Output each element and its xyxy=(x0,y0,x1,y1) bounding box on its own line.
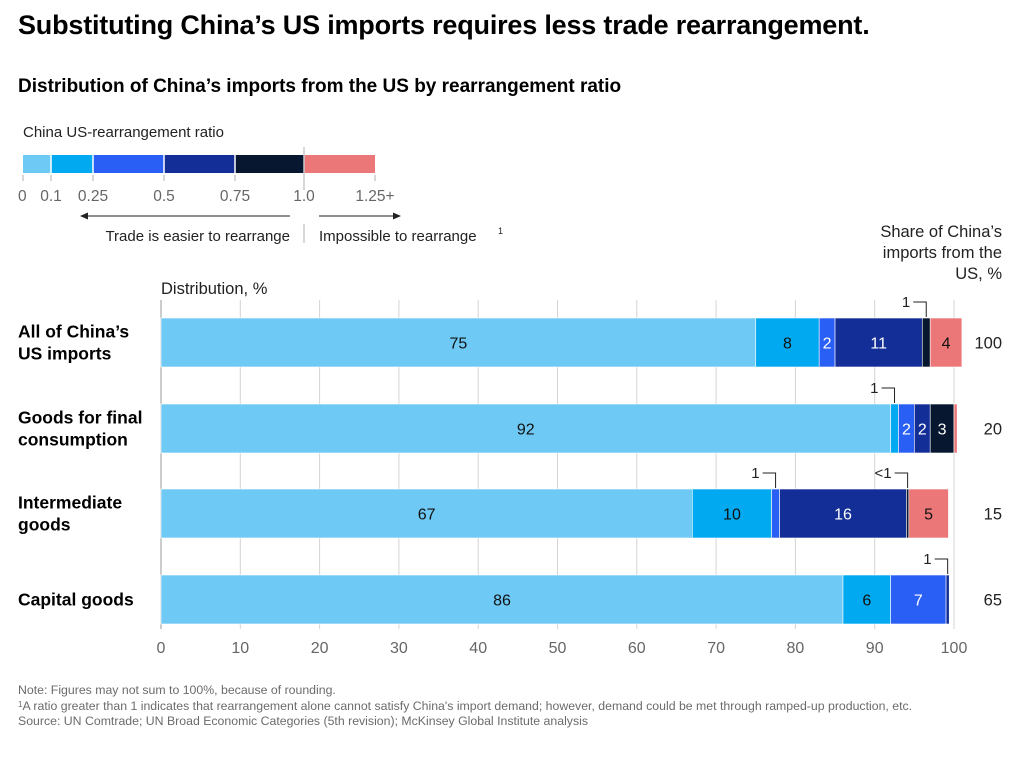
callout-line-3-0 xyxy=(934,558,949,574)
bar-segment-0-0 xyxy=(160,317,757,368)
bar-label-0-5: 4 xyxy=(942,336,951,353)
x-tick-label-2: 20 xyxy=(311,640,329,657)
legend-arrow-right-label: Impossible to rearrange xyxy=(319,228,477,245)
bar-segment-3-3 xyxy=(945,574,950,625)
callout-label-2-0: 1 xyxy=(751,465,759,482)
bar-label-2-5: 5 xyxy=(924,507,933,524)
chart-subtitle: Distribution of China’s imports from the… xyxy=(18,76,622,97)
x-tick-label-0: 0 xyxy=(157,640,166,657)
bar-segment-1-5 xyxy=(953,403,958,454)
bar-label-3-0: 86 xyxy=(493,593,511,610)
x-tick-label-1: 10 xyxy=(231,640,249,657)
bar-label-1-4: 3 xyxy=(938,422,947,439)
legend-swatch-4 xyxy=(235,155,304,173)
note-rounding: Note: Figures may not sum to 100%, becau… xyxy=(18,683,336,697)
bar-label-0-1: 8 xyxy=(783,336,792,353)
bar-segment-3-0 xyxy=(160,574,844,625)
callout-line-0-0 xyxy=(913,301,927,317)
legend-swatch-1 xyxy=(51,155,93,173)
bar-segment-3-2 xyxy=(890,574,947,625)
category-label-1-0: Goods for final xyxy=(18,408,142,428)
bar-segment-2-0 xyxy=(160,488,693,539)
bar-segment-0-3 xyxy=(834,317,923,368)
bar-label-2-0: 67 xyxy=(418,507,436,524)
legend-swatch-0 xyxy=(23,155,51,173)
bar-segment-2-3 xyxy=(779,488,907,539)
note-source: Source: UN Comtrade; UN Broad Economic C… xyxy=(18,714,588,728)
bar-segment-3-1 xyxy=(842,574,891,625)
category-label-2-0: Intermediate xyxy=(18,493,122,513)
x-tick-label-4: 40 xyxy=(469,640,487,657)
x-tick-label-3: 30 xyxy=(390,640,408,657)
callout-line-2-0 xyxy=(762,472,777,488)
x-tick-label-5: 50 xyxy=(549,640,567,657)
legend-tick-label-5: 1.0 xyxy=(293,188,315,205)
x-axis-label: Distribution, % xyxy=(161,280,268,298)
bar-segment-0-1 xyxy=(755,317,820,368)
x-tick-label-7: 70 xyxy=(707,640,725,657)
legend-tick-label-3: 0.5 xyxy=(153,188,175,205)
callout-label-0-0: 1 xyxy=(902,294,910,311)
category-label-0-1: US imports xyxy=(18,344,112,364)
category-label-2-1: goods xyxy=(18,515,71,535)
bar-segment-2-5 xyxy=(908,488,949,539)
bar-label-0-3: 11 xyxy=(870,336,887,353)
callout-line-2-1 xyxy=(894,472,909,488)
x-tick-label-8: 80 xyxy=(787,640,805,657)
legend-arrow-left-head xyxy=(80,212,88,220)
legend-arrow-left-label: Trade is easier to rearrange xyxy=(105,228,290,245)
bar-segment-2-4 xyxy=(906,488,910,539)
legend-title: China US-rearrangement ratio xyxy=(23,124,224,141)
legend-swatch-3 xyxy=(164,155,235,173)
share-header-line-1: imports from the xyxy=(883,244,1002,262)
chart-title: Substituting China’s US imports requires… xyxy=(18,10,870,40)
category-label-1-1: consumption xyxy=(18,430,128,450)
legend-tick-label-2: 0.25 xyxy=(78,188,108,205)
callout-label-1-0: 1 xyxy=(870,380,878,397)
legend-swatch-2 xyxy=(93,155,164,173)
legend-arrow-right-footnote: 1 xyxy=(498,226,503,236)
legend-swatch-5 xyxy=(304,155,375,173)
note-footnote: 1A ratio greater than 1 indicates that r… xyxy=(18,699,1003,715)
bar-segment-2-2 xyxy=(771,488,780,539)
share-value-2: 15 xyxy=(984,506,1002,524)
bar-label-2-3: 16 xyxy=(834,507,852,524)
footnote-text: A ratio greater than 1 indicates that re… xyxy=(22,698,913,713)
bar-label-0-2: 2 xyxy=(823,336,832,353)
share-value-1: 20 xyxy=(984,421,1002,439)
bar-segment-0-5 xyxy=(929,317,963,368)
share-value-0: 100 xyxy=(974,335,1002,353)
legend-arrow-right-head xyxy=(393,212,401,220)
x-tick-label-10: 100 xyxy=(941,640,968,657)
bar-label-1-3: 2 xyxy=(918,422,927,439)
callout-label-2-1: <1 xyxy=(875,465,892,482)
bar-label-1-2: 2 xyxy=(902,422,911,439)
share-value-3: 65 xyxy=(984,592,1002,610)
bar-label-1-0: 92 xyxy=(517,422,535,439)
legend-tick-label-4: 0.75 xyxy=(220,188,250,205)
chart-notes: Note: Figures may not sum to 100%, becau… xyxy=(18,683,1003,730)
x-tick-label-9: 90 xyxy=(866,640,884,657)
footnote-mark: 1 xyxy=(18,699,23,709)
bar-segment-0-4 xyxy=(921,317,931,368)
legend-tick-label-6: 1.25+ xyxy=(355,188,394,205)
share-header-line-2: US, % xyxy=(955,265,1002,283)
bar-label-0-0: 75 xyxy=(449,336,467,353)
legend-tick-label-1: 0.1 xyxy=(40,188,62,205)
x-tick-label-6: 60 xyxy=(628,640,646,657)
bar-label-2-1: 10 xyxy=(723,507,741,524)
callout-line-1-0 xyxy=(881,387,896,403)
callout-label-3-0: 1 xyxy=(923,551,931,568)
category-label-0-0: All of China’s xyxy=(18,322,129,342)
category-label-3-0: Capital goods xyxy=(18,590,134,610)
stacked-bar-chart: China US-rearrangement ratio 0 0.1 0.25 0.5 0… xyxy=(18,124,1002,657)
bar-segment-1-1 xyxy=(890,403,899,454)
legend-tick-label-0: 0 xyxy=(18,188,27,205)
bar-label-3-2: 7 xyxy=(914,593,923,610)
share-header-line-0: Share of China’s xyxy=(880,223,1002,241)
bar-label-3-1: 6 xyxy=(862,593,871,610)
